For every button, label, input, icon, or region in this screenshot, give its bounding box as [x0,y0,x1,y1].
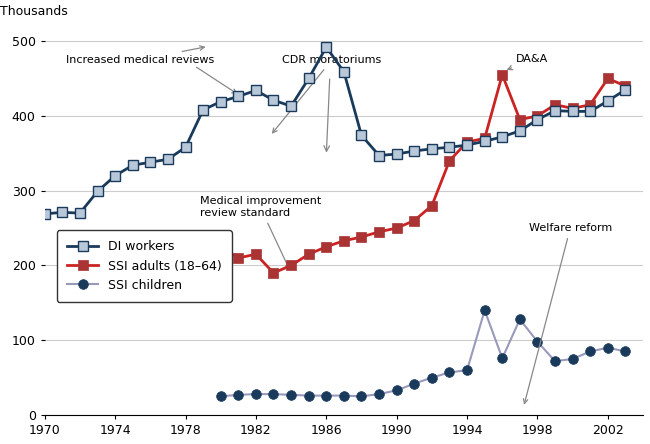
SSI children [322,393,330,398]
Text: DA&A: DA&A [508,54,549,70]
DI workers [534,117,541,122]
SSI adults (18–64) [621,83,629,89]
DI workers [446,145,454,150]
SSI adults (18–64) [569,106,577,111]
SSI adults (18–64) [270,270,278,276]
SSI children [463,368,471,373]
SSI children [621,349,629,354]
SSI adults (18–64) [586,102,594,107]
DI workers [604,98,612,103]
Line: DI workers: DI workers [40,42,630,219]
DI workers [499,134,506,139]
SSI adults (18–64) [446,158,454,163]
SSI adults (18–64) [481,136,489,141]
SSI children [516,317,524,322]
Text: Increased medical reviews: Increased medical reviews [66,46,214,65]
SSI adults (18–64) [463,139,471,145]
SSI children [305,393,313,398]
SSI adults (18–64) [287,263,295,268]
DI workers [481,139,489,144]
SSI adults (18–64) [305,252,313,257]
SSI children [499,356,506,361]
SSI children [534,339,541,345]
DI workers [164,157,172,162]
DI workers [340,69,348,75]
DI workers [252,88,260,93]
SSI children [604,345,612,350]
SSI children [481,308,489,313]
DI workers [569,109,577,114]
SSI children [270,392,278,397]
SSI children [340,393,348,398]
DI workers [181,145,189,150]
DI workers [516,128,524,134]
SSI adults (18–64) [340,238,348,243]
DI workers [94,189,101,194]
DI workers [58,210,66,215]
SSI adults (18–64) [235,255,242,261]
Line: SSI adults (18–64): SSI adults (18–64) [216,70,630,278]
SSI children [551,358,559,364]
DI workers [463,143,471,148]
SSI adults (18–64) [534,113,541,119]
Text: Thousands: Thousands [0,5,68,18]
DI workers [41,211,49,217]
DI workers [322,44,330,50]
DI workers [621,87,629,92]
DI workers [217,99,225,104]
SSI children [586,349,594,354]
SSI children [375,392,383,397]
DI workers [428,146,436,151]
DI workers [551,108,559,113]
SSI adults (18–64) [499,72,506,77]
Legend: DI workers, SSI adults (18–64), SSI children: DI workers, SSI adults (18–64), SSI chil… [57,230,232,302]
SSI children [393,388,400,393]
SSI adults (18–64) [516,117,524,122]
DI workers [111,173,119,178]
DI workers [146,159,154,165]
Text: CDR moratoriums: CDR moratoriums [272,55,382,133]
DI workers [375,153,383,158]
DI workers [129,163,136,168]
SSI children [252,392,260,397]
SSI children [569,356,577,361]
SSI adults (18–64) [393,226,400,231]
DI workers [270,98,278,103]
SSI adults (18–64) [322,244,330,250]
SSI adults (18–64) [375,229,383,234]
SSI adults (18–64) [358,234,365,240]
DI workers [586,109,594,114]
SSI children [235,392,242,397]
SSI adults (18–64) [604,76,612,81]
DI workers [410,148,418,154]
DI workers [305,76,313,81]
SSI adults (18–64) [551,102,559,107]
Text: Medical improvement
review standard: Medical improvement review standard [200,196,321,269]
DI workers [393,151,400,157]
SSI children [358,394,365,399]
SSI adults (18–64) [217,244,225,250]
SSI adults (18–64) [428,203,436,208]
Line: SSI children: SSI children [216,305,630,401]
DI workers [287,103,295,109]
DI workers [358,133,365,138]
SSI children [428,375,436,381]
SSI children [446,370,454,375]
SSI children [217,394,225,399]
SSI adults (18–64) [410,218,418,223]
Text: Welfare reform: Welfare reform [523,223,612,404]
DI workers [76,210,84,216]
SSI adults (18–64) [252,252,260,257]
SSI children [410,381,418,386]
DI workers [235,94,242,99]
DI workers [199,107,207,113]
SSI children [287,392,295,397]
